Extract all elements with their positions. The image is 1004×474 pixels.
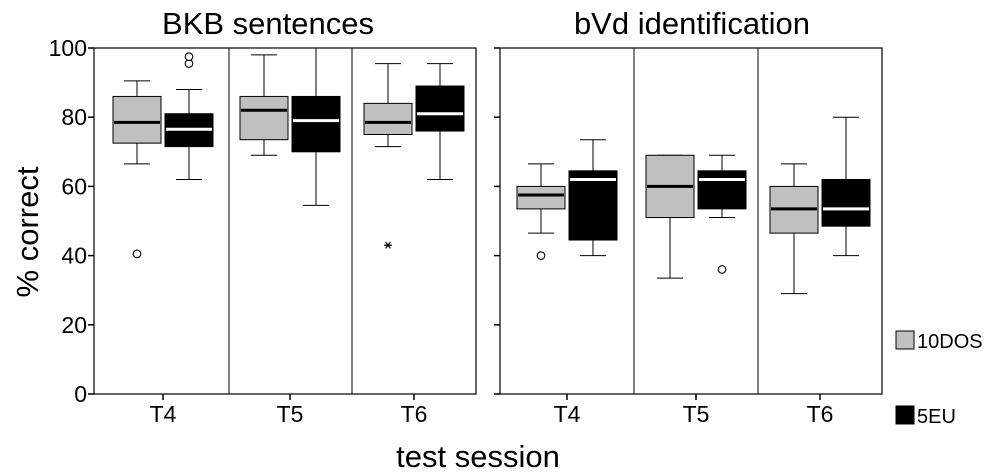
box-10dos (112, 95, 162, 144)
x-tick-label: T5 (683, 401, 710, 427)
legend-swatch-10dos (895, 330, 915, 350)
outlier-star-stroke (385, 241, 391, 249)
x-tick-labels: T4 T5 T6 T4 T5 T6 (150, 401, 834, 427)
legend-swatch-5eu (895, 405, 915, 425)
y-tick-label: 20 (61, 312, 87, 338)
panel-frame (499, 47, 883, 395)
x-tick-label: T6 (401, 401, 428, 427)
legend-label-5eu: 5EU (917, 406, 956, 428)
box-10dos (516, 185, 566, 210)
box-5eu (415, 85, 465, 132)
y-tick-label: 0 (74, 381, 87, 407)
y-tick-labels: 0 20 40 60 80 100 (49, 35, 87, 407)
y-tick-label: 80 (61, 104, 87, 130)
legend: 10DOS 5EU (895, 330, 983, 428)
outlier-point (536, 251, 546, 260)
outlier-point (132, 249, 142, 259)
panel-title-bkb: BKB sentences (162, 6, 374, 41)
y-tick-label: 40 (61, 243, 87, 269)
outlier-extreme (384, 241, 392, 249)
x-tick-label: T4 (150, 401, 177, 427)
plot-area (88, 47, 883, 400)
box-5eu (821, 178, 871, 227)
outlier-point (717, 265, 727, 274)
outlier-point (184, 52, 194, 62)
x-tick-label: T5 (277, 401, 304, 427)
y-tick-label: 60 (61, 173, 87, 199)
x-tick-label: T4 (554, 401, 581, 427)
x-tick-label: T6 (807, 401, 834, 427)
box-5eu (291, 95, 341, 153)
legend-label-10dos: 10DOS (917, 331, 983, 353)
x-axis-title: test session (396, 439, 560, 474)
box-10dos (363, 102, 413, 135)
y-axis-title: % correct (10, 166, 45, 297)
panel-frame (93, 47, 477, 395)
box-5eu (697, 170, 747, 210)
box-10dos (239, 95, 289, 141)
box-5eu (568, 170, 618, 241)
y-tick-label: 100 (49, 35, 87, 61)
panel-title-bvd: bVd identification (574, 6, 810, 41)
